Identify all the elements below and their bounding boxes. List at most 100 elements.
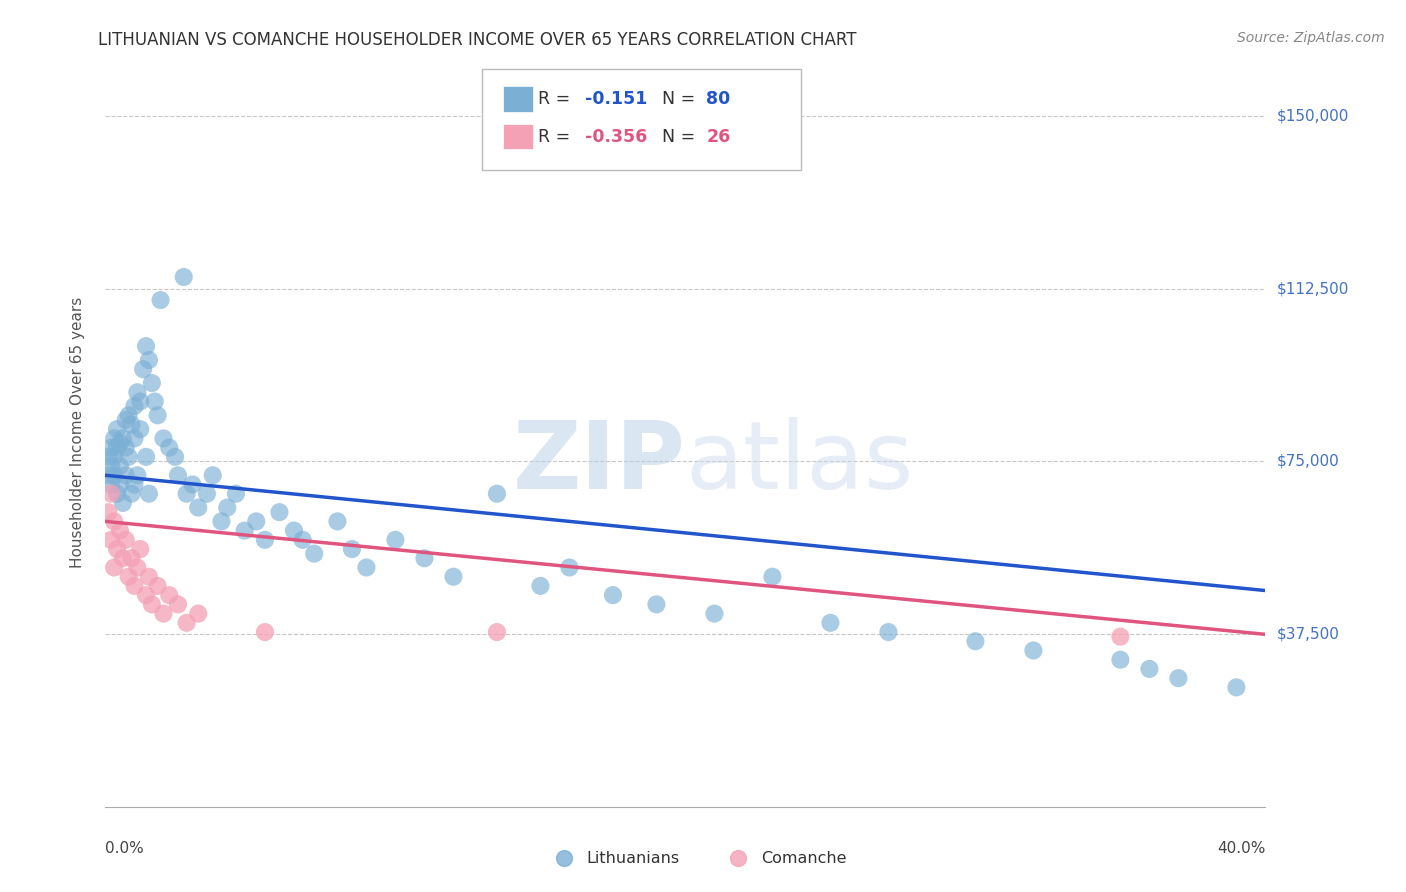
Point: [135, 588, 157, 602]
Point: [1109, 653, 1132, 667]
Point: [100, 486, 122, 500]
FancyBboxPatch shape: [503, 87, 533, 112]
Point: [201, 468, 224, 483]
Point: [103, 560, 125, 574]
Text: Comanche: Comanche: [761, 851, 846, 866]
Point: [167, 598, 190, 612]
Point: [100, 458, 122, 473]
Point: [121, 486, 143, 500]
Point: [152, 607, 174, 621]
Point: [135, 450, 157, 464]
Point: [146, 579, 169, 593]
Point: [108, 524, 131, 538]
Text: $150,000: $150,000: [1277, 108, 1348, 123]
Text: R =: R =: [538, 90, 576, 108]
Point: [245, 515, 267, 529]
Point: [114, 468, 136, 483]
Point: [105, 542, 128, 557]
Point: [152, 431, 174, 445]
Point: [645, 598, 668, 612]
Point: [124, 399, 146, 413]
Text: $37,500: $37,500: [1277, 627, 1340, 642]
Point: [127, 560, 149, 574]
Point: [1225, 681, 1247, 695]
Point: [97, 505, 120, 519]
Point: [103, 431, 125, 445]
Point: [143, 394, 166, 409]
Point: [127, 468, 149, 483]
Point: [124, 477, 146, 491]
Point: [485, 486, 508, 500]
Point: [157, 441, 180, 455]
Text: 26: 26: [706, 128, 731, 145]
Point: [149, 293, 172, 307]
Point: [108, 458, 131, 473]
Point: [100, 441, 122, 455]
Point: [138, 486, 160, 500]
Point: [187, 500, 209, 515]
Text: atlas: atlas: [686, 417, 914, 508]
Point: [103, 515, 125, 529]
Point: [225, 486, 247, 500]
Point: [129, 422, 152, 436]
Point: [485, 625, 508, 640]
Point: [127, 385, 149, 400]
Point: [114, 441, 136, 455]
Point: [108, 436, 131, 450]
Point: [195, 486, 218, 500]
Point: [111, 496, 134, 510]
Point: [111, 431, 134, 445]
Point: [181, 477, 204, 491]
Point: [121, 417, 143, 432]
Point: [820, 615, 842, 630]
Point: [157, 588, 180, 602]
Point: [233, 524, 256, 538]
Text: LITHUANIAN VS COMANCHE HOUSEHOLDER INCOME OVER 65 YEARS CORRELATION CHART: LITHUANIAN VS COMANCHE HOUSEHOLDER INCOM…: [98, 31, 856, 49]
Point: [187, 607, 209, 621]
Point: [114, 533, 136, 547]
Text: Source: ZipAtlas.com: Source: ZipAtlas.com: [1237, 31, 1385, 45]
Point: [253, 533, 276, 547]
Point: [441, 570, 464, 584]
Point: [146, 409, 169, 423]
Point: [132, 362, 155, 376]
Point: [103, 468, 125, 483]
Text: -0.356: -0.356: [585, 128, 647, 145]
Point: [326, 515, 349, 529]
Point: [97, 450, 120, 464]
Text: ZIP: ZIP: [513, 417, 686, 508]
Point: [100, 477, 122, 491]
Point: [356, 560, 378, 574]
Point: [167, 468, 190, 483]
Point: [135, 339, 157, 353]
Point: [529, 579, 551, 593]
Point: [124, 579, 146, 593]
Point: [129, 542, 152, 557]
Text: 80: 80: [706, 90, 731, 108]
Point: [103, 450, 125, 464]
FancyBboxPatch shape: [482, 70, 801, 170]
Point: [173, 270, 195, 285]
Text: $75,000: $75,000: [1277, 454, 1340, 469]
Point: [111, 551, 134, 566]
Point: [1109, 630, 1132, 644]
Point: [965, 634, 987, 648]
FancyBboxPatch shape: [503, 124, 533, 149]
Point: [1167, 671, 1189, 685]
Point: [105, 441, 128, 455]
Point: [761, 570, 783, 584]
Text: 0.0%: 0.0%: [105, 841, 145, 856]
Point: [291, 533, 314, 547]
Point: [340, 542, 363, 557]
Point: [304, 547, 326, 561]
Point: [176, 486, 198, 500]
Point: [118, 409, 141, 423]
Point: [114, 413, 136, 427]
Text: -0.151: -0.151: [585, 90, 647, 108]
Text: N =: N =: [662, 128, 702, 145]
Point: [602, 588, 624, 602]
Point: [384, 533, 406, 547]
Point: [413, 551, 436, 566]
Point: [283, 524, 305, 538]
Point: [108, 477, 131, 491]
